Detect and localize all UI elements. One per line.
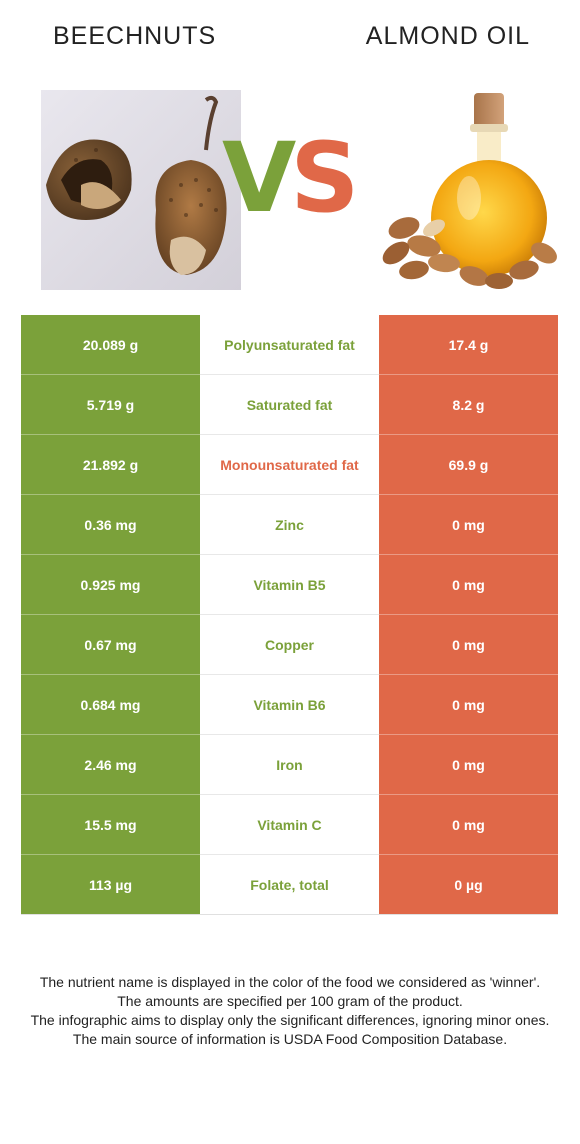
nutrient-name: Vitamin B6 xyxy=(200,675,379,735)
beechnuts-value: 0.925 mg xyxy=(21,555,200,615)
left-food-title: BEECHNUTS xyxy=(53,22,217,50)
beechnuts-value: 0.67 mg xyxy=(21,615,200,675)
beechnuts-value: 21.892 g xyxy=(21,435,200,495)
beechnuts-value: 0.684 mg xyxy=(21,675,200,735)
footer-line-1: The nutrient name is displayed in the co… xyxy=(39,974,541,990)
almond-oil-image xyxy=(374,88,564,293)
almond-oil-value: 0 mg xyxy=(379,675,558,735)
nutrient-name: Saturated fat xyxy=(200,375,379,435)
beechnuts-image xyxy=(41,90,241,290)
almond-oil-value: 0 mg xyxy=(379,795,558,855)
table-row: 0.925 mg Vitamin B5 0 mg xyxy=(21,555,558,615)
nutrient-name: Folate, total xyxy=(200,855,379,915)
table-row: 0.684 mg Vitamin B6 0 mg xyxy=(21,675,558,735)
nutrient-name: Vitamin C xyxy=(200,795,379,855)
beechnuts-value: 5.719 g xyxy=(21,375,200,435)
vs-v-letter: V xyxy=(222,122,296,234)
right-food-title: ALMOND OIL xyxy=(365,22,530,50)
almond-oil-value: 17.4 g xyxy=(379,315,558,375)
table-row: 0.36 mg Zinc 0 mg xyxy=(21,495,558,555)
almond-oil-value: 69.9 g xyxy=(379,435,558,495)
table-row: 21.892 g Monounsaturated fat 69.9 g xyxy=(21,435,558,495)
footer-line-2: The amounts are specified per 100 gram o… xyxy=(117,993,463,1009)
beechnuts-value: 15.5 mg xyxy=(21,795,200,855)
nutrient-name: Monounsaturated fat xyxy=(200,435,379,495)
footer-notes: The nutrient name is displayed in the co… xyxy=(20,973,560,1049)
vs-label: VS xyxy=(222,130,359,226)
almond-oil-value: 0 µg xyxy=(379,855,558,915)
nutrient-name: Copper xyxy=(200,615,379,675)
beechnuts-value: 113 µg xyxy=(21,855,200,915)
vs-s-letter: S xyxy=(290,122,359,234)
nutrient-name: Iron xyxy=(200,735,379,795)
footer-line-3: The infographic aims to display only the… xyxy=(30,1012,550,1028)
table-row: 0.67 mg Copper 0 mg xyxy=(21,615,558,675)
nutrient-name: Zinc xyxy=(200,495,379,555)
comparison-table: 20.089 g Polyunsaturated fat 17.4 g 5.719 g… xyxy=(21,315,558,915)
table-row: 5.719 g Saturated fat 8.2 g xyxy=(21,375,558,435)
table-row: 20.089 g Polyunsaturated fat 17.4 g xyxy=(21,315,558,375)
nutrient-name: Vitamin B5 xyxy=(200,555,379,615)
table-row: 113 µg Folate, total 0 µg xyxy=(21,855,558,915)
beechnuts-value: 20.089 g xyxy=(21,315,200,375)
table-row: 2.46 mg Iron 0 mg xyxy=(21,735,558,795)
beechnuts-value: 0.36 mg xyxy=(21,495,200,555)
nutrient-name: Polyunsaturated fat xyxy=(200,315,379,375)
almond-oil-value: 0 mg xyxy=(379,555,558,615)
footer-line-4: The main source of information is USDA F… xyxy=(72,1031,508,1047)
almond-oil-value: 0 mg xyxy=(379,735,558,795)
almond-oil-value: 0 mg xyxy=(379,495,558,555)
almond-oil-value: 0 mg xyxy=(379,615,558,675)
beechnuts-value: 2.46 mg xyxy=(21,735,200,795)
almond-oil-value: 8.2 g xyxy=(379,375,558,435)
